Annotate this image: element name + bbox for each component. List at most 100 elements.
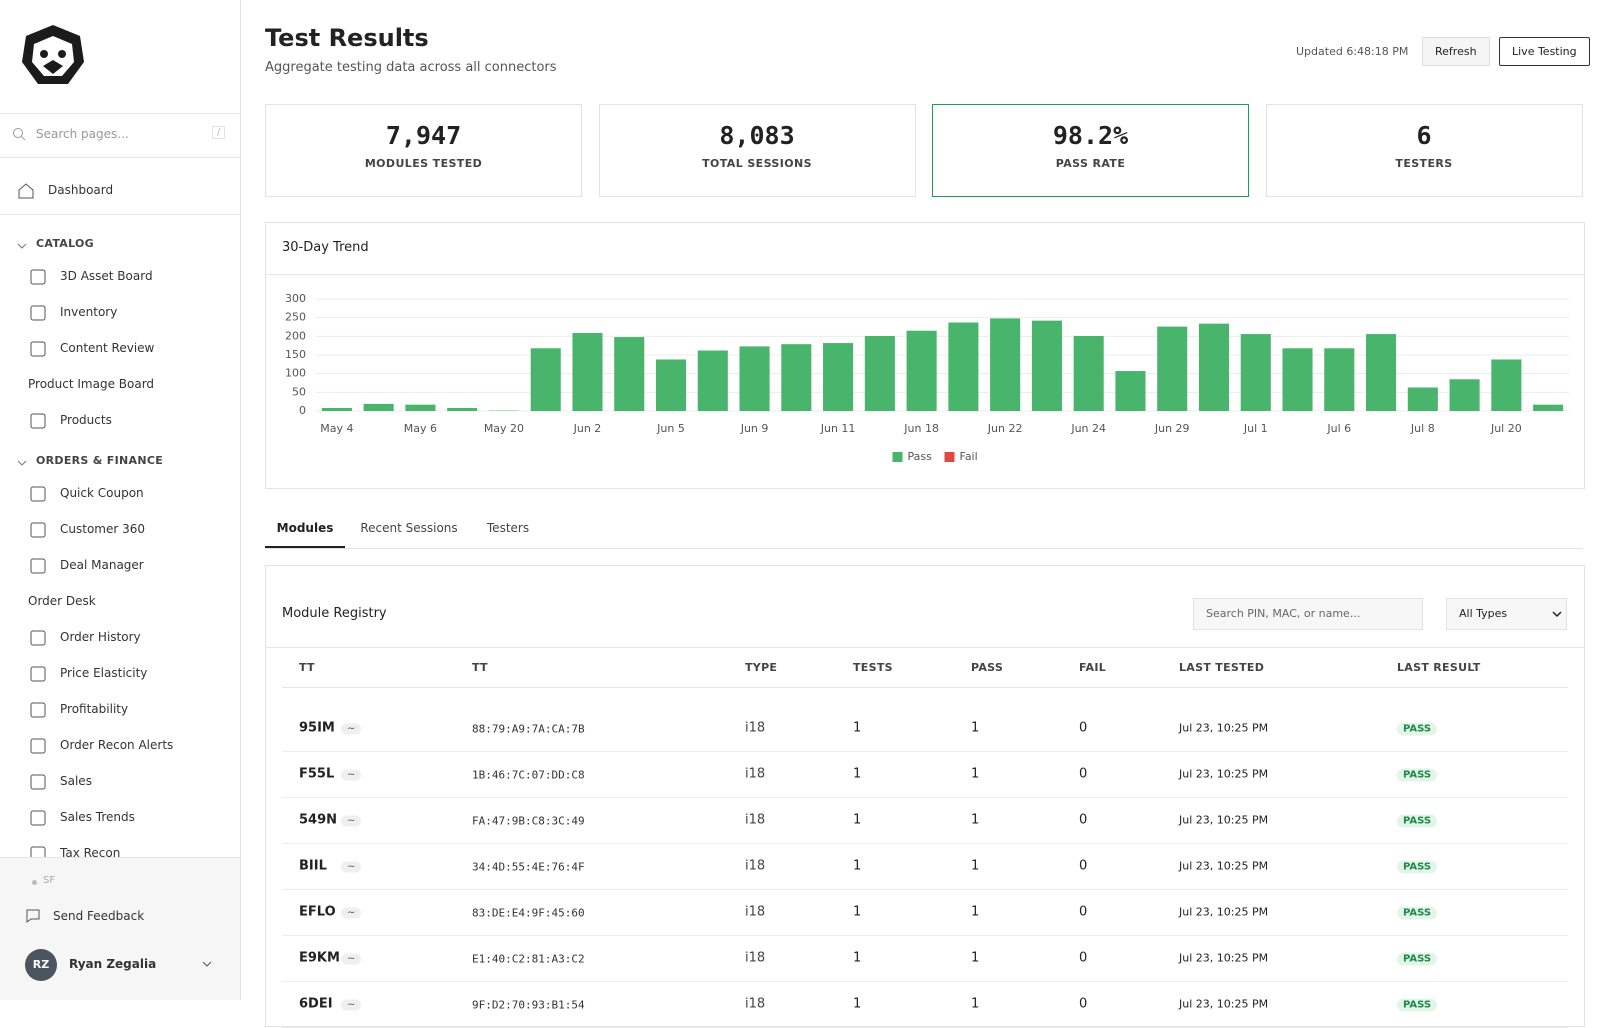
stat-value: 8,083: [600, 121, 915, 150]
nav-icon: [29, 701, 47, 719]
nav-item[interactable]: Dashboard: [48, 183, 113, 197]
x-tick-label: Jul 1: [1243, 422, 1268, 435]
bar: [740, 346, 770, 411]
registry-search[interactable]: Search PIN, MAC, or name...: [1193, 598, 1423, 630]
row-tag: ~: [341, 770, 361, 781]
nav-item[interactable]: Deal Manager: [60, 558, 144, 572]
nav-item[interactable]: Order Recon Alerts: [60, 738, 173, 752]
type: i18: [745, 905, 765, 920]
nav-icon: [29, 557, 47, 575]
type: i18: [745, 997, 765, 1012]
bar: [531, 348, 561, 411]
last-tested: Jul 23, 10:25 PM: [1179, 768, 1268, 781]
column-header: FAIL: [1079, 661, 1106, 674]
result-badge: PASS: [1397, 999, 1437, 1012]
row-divider: [282, 843, 1568, 844]
registry-card: Module Registry Search PIN, MAC, or name…: [265, 565, 1585, 1027]
tab[interactable]: Modules: [265, 521, 345, 535]
pass-count: 1: [971, 721, 979, 736]
type: i18: [745, 767, 765, 782]
nav-icon: [29, 521, 47, 539]
x-tick-label: Jun 11: [820, 422, 856, 435]
tab[interactable]: Recent Sessions: [345, 521, 473, 535]
divider: [282, 687, 1568, 688]
nav-item[interactable]: Sales Trends: [60, 810, 135, 824]
x-tick-label: Jun 2: [573, 422, 602, 435]
nav-item[interactable]: Profitability: [60, 702, 128, 716]
bar: [1032, 321, 1062, 411]
bar: [572, 333, 602, 411]
stat-label: TOTAL SESSIONS: [600, 157, 915, 170]
nav-item[interactable]: Products: [60, 413, 112, 427]
bar: [656, 359, 686, 411]
stat-value: 98.2%: [933, 121, 1248, 150]
nav-item[interactable]: Customer 360: [60, 522, 145, 536]
row-tag: ~: [341, 908, 361, 919]
x-tick-label: Jun 9: [740, 422, 769, 435]
search-shortcut: /: [212, 126, 225, 139]
nav-item[interactable]: Product Image Board: [28, 377, 154, 391]
x-tick-label: Jun 18: [903, 422, 939, 435]
nav-item[interactable]: Quick Coupon: [60, 486, 144, 500]
bar: [1282, 348, 1312, 411]
nav-item[interactable]: Sales: [60, 774, 92, 788]
section-title[interactable]: CATALOG: [36, 237, 94, 250]
result-badge: PASS: [1397, 953, 1437, 966]
feedback-icon: [25, 908, 41, 924]
last-tested: Jul 23, 10:25 PM: [1179, 860, 1268, 873]
mac: FA:47:9B:C8:3C:49: [472, 815, 585, 828]
refresh-button[interactable]: Refresh: [1422, 37, 1490, 66]
registry-title: Module Registry: [282, 606, 387, 621]
tests: 1: [853, 813, 861, 828]
pin: 95IM: [299, 721, 335, 736]
stat-label: MODULES TESTED: [266, 157, 581, 170]
bar: [1199, 324, 1229, 411]
type: i18: [745, 813, 765, 828]
pass-count: 1: [971, 951, 979, 966]
row-tag: ~: [341, 862, 361, 873]
section-title[interactable]: ORDERS & FINANCE: [36, 454, 163, 467]
legend-swatch: [945, 452, 955, 462]
bar: [1533, 405, 1563, 411]
bar: [1408, 387, 1438, 411]
bar: [1115, 371, 1145, 411]
type: i18: [745, 721, 765, 736]
x-tick-label: May 20: [484, 422, 524, 435]
nav-icon: [29, 340, 47, 358]
tests: 1: [853, 905, 861, 920]
chevron: [1551, 609, 1563, 619]
nav-item[interactable]: Order History: [60, 630, 141, 644]
result-badge: PASS: [1397, 769, 1437, 782]
nav-item[interactable]: Inventory: [60, 305, 117, 319]
result-badge: PASS: [1397, 815, 1437, 828]
nav-icon: [29, 773, 47, 791]
feedback[interactable]: Send Feedback: [53, 909, 144, 923]
nav-item[interactable]: 3D Asset Board: [60, 269, 153, 283]
mac: E1:40:C2:81:A3:C2: [472, 953, 585, 966]
user-name[interactable]: Ryan Zegalia: [69, 957, 156, 971]
nav-item[interactable]: Content Review: [60, 341, 154, 355]
type-filter[interactable]: All Types: [1446, 598, 1567, 630]
sidebar: Search pages... / Dashboard CATALOG 3D As…: [0, 0, 241, 1000]
fail-count: 0: [1079, 859, 1087, 874]
search-input[interactable]: Search pages...: [36, 127, 129, 141]
bar: [698, 351, 728, 411]
avatar: RZ: [25, 949, 57, 981]
tab[interactable]: Testers: [473, 521, 543, 535]
x-tick-label: Jul 20: [1490, 422, 1522, 435]
nav-item[interactable]: Order Desk: [28, 594, 96, 608]
nav-icon: [29, 485, 47, 503]
sidebar-footer: SF Send Feedback RZ Ryan Zegalia: [0, 857, 240, 1000]
legend-label: Pass: [908, 450, 933, 463]
nav-item[interactable]: Price Elasticity: [60, 666, 147, 680]
column-header: TT: [299, 661, 315, 674]
bar: [405, 405, 435, 411]
page-title: Test Results: [265, 24, 429, 52]
bar: [1157, 327, 1187, 411]
pass-count: 1: [971, 859, 979, 874]
live-testing-button[interactable]: Live Testing: [1499, 37, 1590, 66]
stat-label: PASS RATE: [933, 157, 1248, 170]
